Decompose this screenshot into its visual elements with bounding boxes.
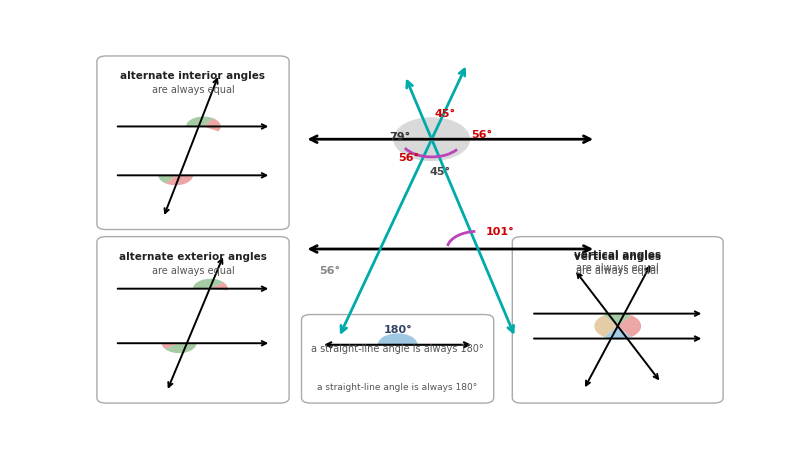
Text: 101°: 101° xyxy=(486,227,514,237)
Text: 56°: 56° xyxy=(470,129,492,140)
FancyBboxPatch shape xyxy=(97,237,289,403)
Text: 180°: 180° xyxy=(383,325,412,335)
Text: 56°: 56° xyxy=(319,266,340,276)
Wedge shape xyxy=(193,279,224,289)
FancyBboxPatch shape xyxy=(97,57,289,230)
Wedge shape xyxy=(604,326,631,340)
Wedge shape xyxy=(162,343,179,349)
Wedge shape xyxy=(158,176,176,184)
Wedge shape xyxy=(618,315,641,326)
Text: alternate exterior angles: alternate exterior angles xyxy=(119,251,267,261)
Text: are always equal: are always equal xyxy=(576,263,659,273)
Wedge shape xyxy=(378,334,418,345)
Text: vertical angles: vertical angles xyxy=(574,249,662,259)
Wedge shape xyxy=(210,283,228,291)
Text: 56°: 56° xyxy=(398,152,419,162)
Text: a straight-line angle is always 180°: a straight-line angle is always 180° xyxy=(318,382,478,391)
FancyBboxPatch shape xyxy=(302,315,494,403)
Text: 79°: 79° xyxy=(389,131,410,141)
Text: a straight-line angle is always 180°: a straight-line angle is always 180° xyxy=(311,343,484,353)
Circle shape xyxy=(394,118,470,162)
FancyBboxPatch shape xyxy=(512,237,723,403)
Text: alternate interior angles: alternate interior angles xyxy=(121,71,266,81)
Wedge shape xyxy=(594,326,618,337)
Text: vertical angles: vertical angles xyxy=(574,251,662,261)
Wedge shape xyxy=(604,313,631,326)
Wedge shape xyxy=(618,326,641,337)
Wedge shape xyxy=(166,176,193,186)
Text: are always equal: are always equal xyxy=(152,265,234,275)
Wedge shape xyxy=(186,118,214,127)
Text: 45°: 45° xyxy=(429,167,450,177)
Wedge shape xyxy=(203,119,221,132)
Text: are always equal: are always equal xyxy=(152,85,234,95)
Text: 45°: 45° xyxy=(434,108,456,118)
Wedge shape xyxy=(594,315,618,326)
Text: are always equal: are always equal xyxy=(576,265,659,275)
Wedge shape xyxy=(165,343,197,353)
